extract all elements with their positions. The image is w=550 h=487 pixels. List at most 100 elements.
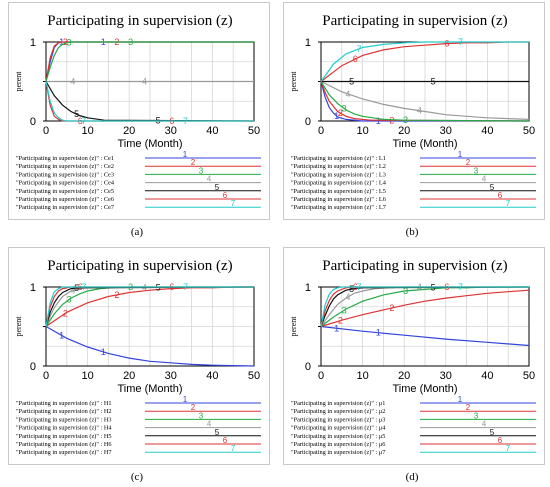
panel-label-b: (b) — [405, 226, 419, 238]
legend-marker: 1 — [458, 395, 463, 404]
series-line-2 — [320, 81, 530, 122]
y-tick-label: 1 — [30, 282, 36, 294]
legend-marker: 7 — [231, 444, 236, 453]
y-axis-label: perent — [14, 71, 23, 92]
x-tick-label: 40 — [481, 125, 493, 137]
series-marker: 7 — [357, 44, 362, 54]
series-marker: 3 — [403, 115, 408, 125]
series-line-1 — [320, 325, 530, 347]
legend-entry-label: "Participating in supervision (z)" : H6 — [16, 441, 112, 448]
y-axis-label: perent — [289, 316, 298, 337]
series-marker: 7 — [458, 282, 463, 292]
series-line-5 — [320, 286, 530, 327]
x-axis-label: Time (Month) — [118, 383, 183, 395]
panel-label-d: (d) — [405, 471, 419, 483]
series-marker: 1 — [101, 347, 106, 357]
series-marker: 3 — [342, 104, 347, 114]
series-marker: 7 — [357, 282, 362, 292]
legend-marker: 4 — [482, 175, 487, 184]
legend-marker: 5 — [215, 428, 220, 437]
legend-entry-label: "Participating in supervision (z)" : H1 — [16, 400, 112, 407]
legend-marker: 5 — [215, 183, 220, 192]
legend-marker: 6 — [223, 191, 228, 200]
series-marker: 4 — [70, 77, 75, 87]
x-axis-label: Time (Month) — [118, 138, 183, 150]
legend-entry-label: "Participating in supervision (z)" : L1 — [291, 155, 386, 162]
x-tick-label: 10 — [81, 125, 93, 137]
series-line-1 — [320, 81, 529, 122]
x-axis-label: Time (Month) — [393, 138, 458, 150]
legend-marker: 4 — [207, 175, 212, 184]
series-marker: 2 — [338, 108, 343, 118]
legend-entry-label: "Participating in supervision (z)" : Ce3 — [16, 171, 114, 178]
chart-title: Participating in supervision (z) — [47, 13, 232, 29]
x-tick-label: 30 — [165, 370, 177, 382]
chart-b: Participating in supervision (z)01perent… — [289, 13, 536, 211]
legend-marker: 3 — [199, 411, 204, 420]
legend-entry-label: "Participating in supervision (z)" : μ4 — [291, 425, 386, 432]
legend-entry-label: "Participating in supervision (z)" : H2 — [16, 408, 112, 415]
series-marker: 2 — [114, 290, 119, 300]
legend-marker: 2 — [191, 403, 196, 412]
legend-marker: 6 — [223, 436, 228, 445]
legend-entry-label: "Participating in supervision (z)" : H4 — [16, 425, 112, 432]
legend-marker: 1 — [458, 150, 463, 159]
legend-marker: 2 — [466, 403, 471, 412]
legend-marker: 7 — [231, 199, 236, 208]
legend-marker: 4 — [482, 420, 487, 429]
legend-entry-label: "Participating in supervision (z)" : Ce7 — [16, 204, 114, 211]
legend-marker: 2 — [191, 158, 196, 167]
series-marker: 5 — [74, 283, 79, 293]
series-marker: 4 — [417, 106, 422, 116]
series-marker: 7 — [82, 282, 87, 292]
legend-marker: 6 — [498, 191, 503, 200]
y-tick-label: 0 — [305, 361, 311, 373]
x-tick-label: 20 — [398, 370, 410, 382]
series-marker: 2 — [63, 37, 68, 47]
legend-entry-label: "Participating in supervision (z)" : μ7 — [291, 449, 385, 456]
series-marker: 4 — [345, 292, 350, 302]
series-marker: 1 — [376, 328, 381, 338]
legend-entry-label: "Participating in supervision (z)" : Ce2 — [16, 163, 114, 170]
chart-d: Participating in supervision (z) 0 1 perent… — [289, 258, 536, 456]
legend-entry-label: "Participating in supervision (z)" : H3 — [16, 416, 112, 423]
x-tick-label: 40 — [206, 370, 218, 382]
y-tick-label: 0 — [30, 361, 36, 373]
series-marker: 5 — [74, 109, 79, 119]
legend-marker: 6 — [498, 436, 503, 445]
legend-entry-label: "Participating in supervision (z)" : L2 — [291, 163, 386, 170]
x-tick-label: 10 — [356, 370, 368, 382]
x-tick-label: 10 — [356, 125, 368, 137]
x-tick-label: 50 — [523, 125, 535, 137]
series-marker: 4 — [345, 89, 350, 99]
series-marker: 3 — [67, 37, 72, 47]
x-tick-label: 50 — [248, 370, 260, 382]
series-marker: 2 — [63, 308, 68, 318]
x-tick-label: 20 — [398, 125, 410, 137]
legend-entry-label: "Participating in supervision (z)" : Ce4 — [16, 180, 115, 187]
x-tick-label: 50 — [523, 370, 535, 382]
series-line-1 — [45, 325, 255, 367]
chart-a: Participating in supervision (z) 0 1 perent… — [14, 13, 261, 211]
legend-entry-label: "Participating in supervision (z)" : L5 — [291, 188, 386, 195]
legend-marker: 4 — [207, 420, 212, 429]
series-line-3 — [320, 81, 530, 122]
x-tick-label: 30 — [440, 370, 452, 382]
series-line-3 — [45, 41, 254, 82]
x-tick-label: 20 — [123, 370, 135, 382]
series-line-7 — [45, 81, 254, 122]
legend-entry-label: "Participating in supervision (z)" : L7 — [291, 204, 386, 211]
legend-entry-label: "Participating in supervision (z)" : H7 — [16, 449, 112, 456]
series-marker: 2 — [389, 303, 394, 313]
series-marker: 3 — [128, 37, 133, 47]
series-marker: 7 — [458, 37, 463, 47]
chart-title: Participating in supervision (z) — [322, 13, 507, 29]
y-tick-label: 0 — [30, 116, 36, 128]
legend-entry-label: "Participating in supervision (z)" : μ3 — [291, 416, 385, 423]
series-line-5 — [45, 286, 255, 327]
legend-marker: 5 — [490, 183, 495, 192]
x-tick-label: 40 — [206, 125, 218, 137]
series-marker: 7 — [183, 116, 188, 126]
legend-entry-label: "Participating in supervision (z)" : H5 — [16, 433, 112, 440]
